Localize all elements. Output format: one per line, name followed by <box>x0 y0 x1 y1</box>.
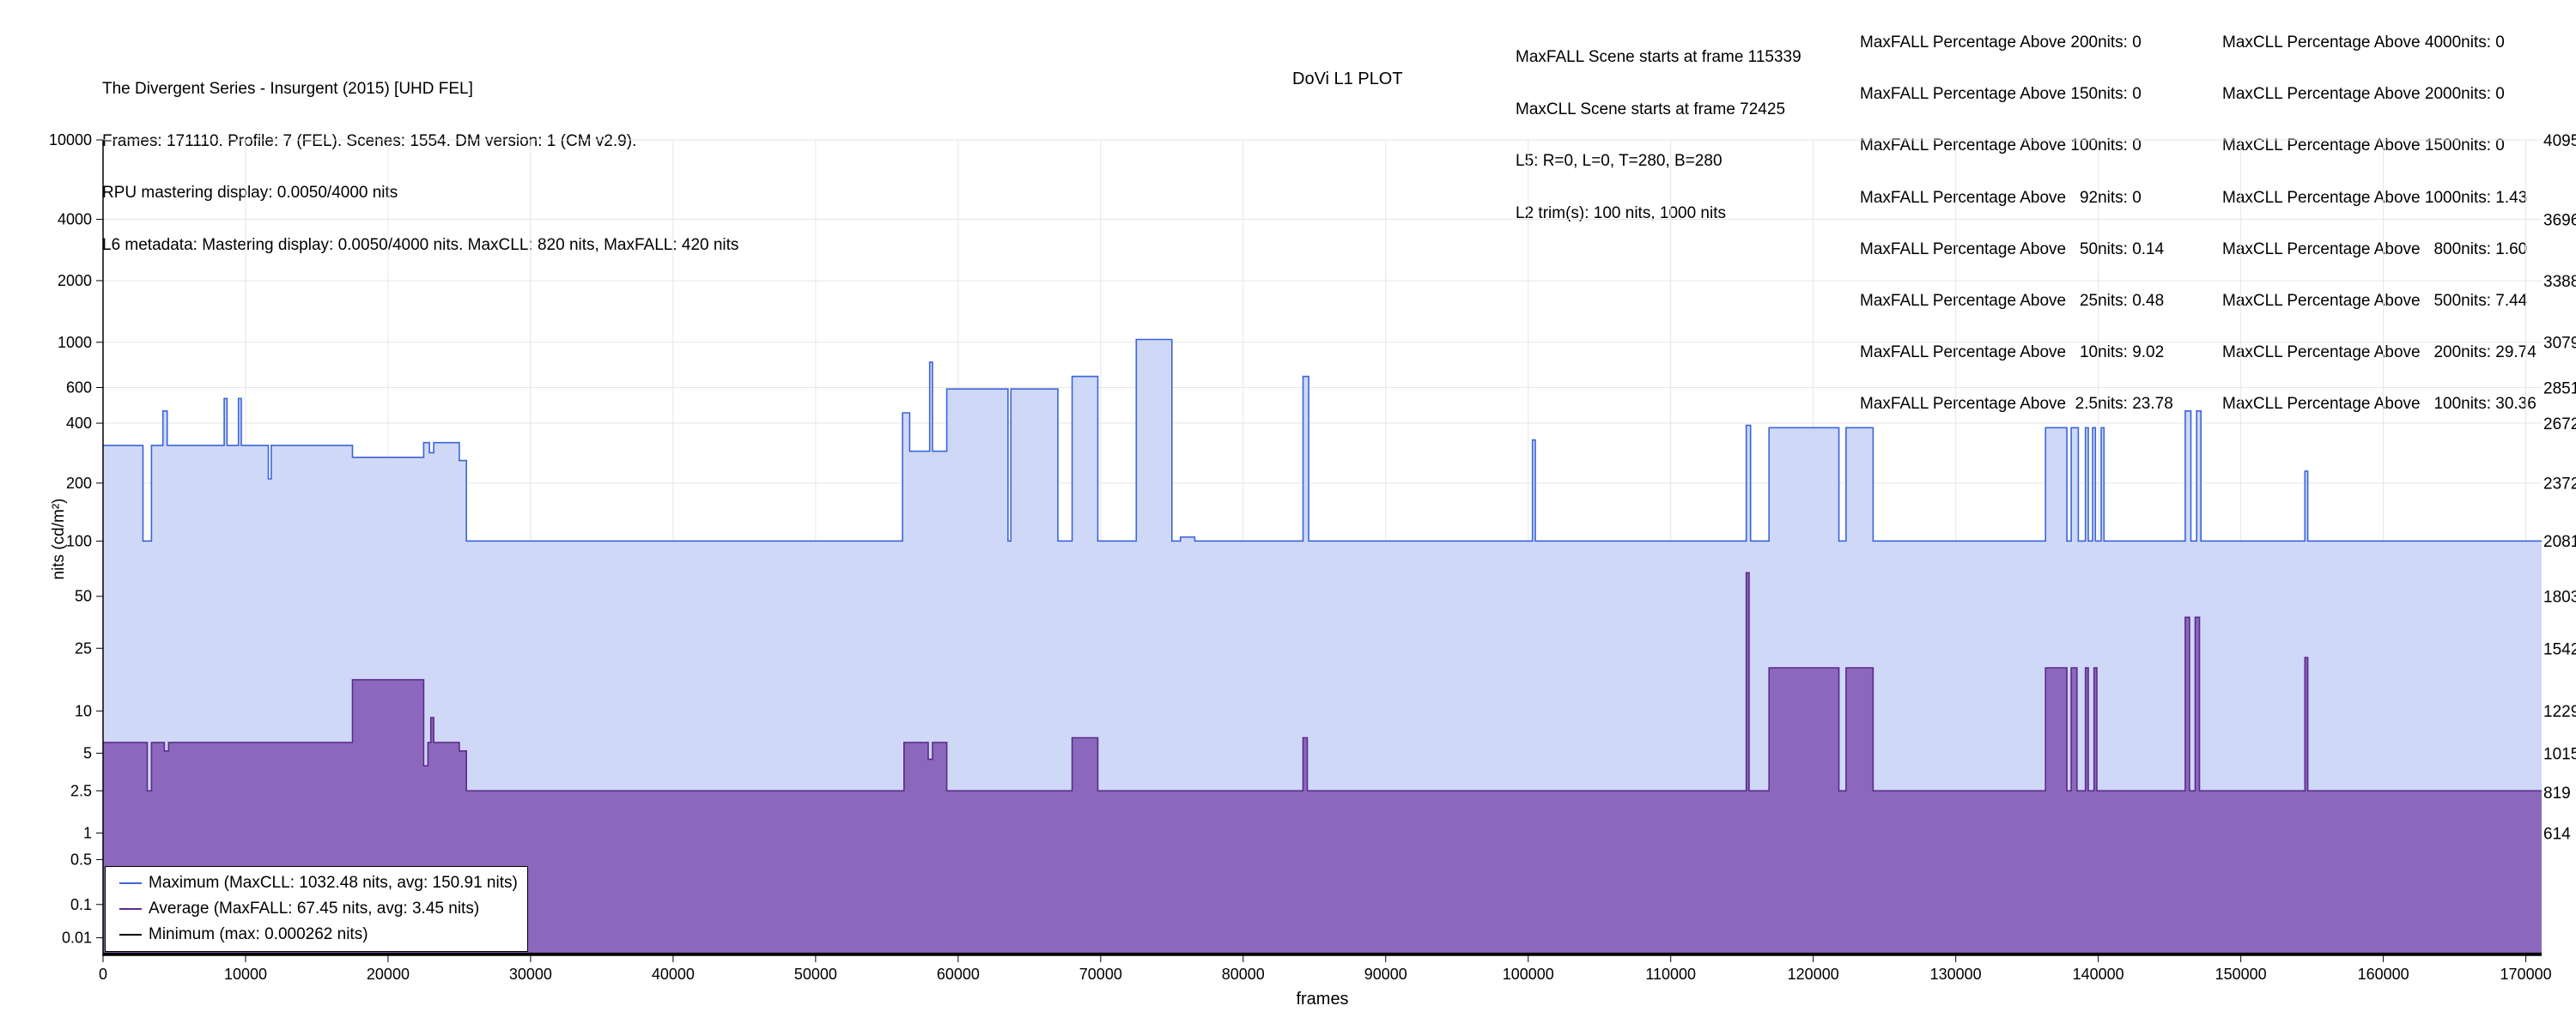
maxcll-pct-line: MaxCLL Percentage Above 2000nits: 0 <box>2222 85 2505 104</box>
maxfall-percentages: MaxFALL Percentage Above 200nits: 0 MaxF… <box>1860 0 2173 431</box>
y-tick-label: 50 <box>75 588 92 605</box>
y-tick-label: 200 <box>66 475 92 492</box>
y-tick-label: 0.1 <box>70 896 92 913</box>
y-tick-label: 100 <box>66 532 92 549</box>
x-tick-label: 20000 <box>367 966 410 983</box>
y-tick-label: 25 <box>75 639 92 657</box>
y-tick-label: 2.5 <box>70 782 92 799</box>
legend-swatch-average <box>119 908 142 910</box>
l2-trims-line: L2 trim(s): 100 nits, 1000 nits <box>1516 203 1726 222</box>
y-tick-label-right: 1542 <box>2543 640 2576 658</box>
y-tick-label-right: 3079 <box>2543 335 2576 353</box>
y-tick-label: 1000 <box>58 334 92 351</box>
header-info: The Divergent Series - Insurgent (2015) … <box>102 46 738 271</box>
y-axis-label: nits (cd/m²) <box>50 499 68 580</box>
maxfall-pct-line: MaxFALL Percentage Above 150nits: 0 <box>1860 85 2142 104</box>
maxfall-pct-line: MaxFALL Percentage Above 50nits: 0.14 <box>1860 239 2165 258</box>
series-line-average <box>103 572 2542 792</box>
maxfall-pct-line: MaxFALL Percentage Above 200nits: 0 <box>1860 33 2142 52</box>
maxcll-pct-line: MaxCLL Percentage Above 800nits: 1.60 <box>2222 239 2528 258</box>
y-tick-label: 10 <box>75 702 92 719</box>
x-tick-label: 90000 <box>1364 966 1407 983</box>
maxfall-pct-line: MaxFALL Percentage Above 25nits: 0.48 <box>1860 291 2165 310</box>
x-tick-label: 60000 <box>937 966 980 983</box>
x-tick-label: 130000 <box>1930 966 1982 983</box>
maxfall-pct-line: MaxFALL Percentage Above 10nits: 9.02 <box>1860 343 2165 362</box>
x-tick-label: 50000 <box>794 966 837 983</box>
series-areas <box>103 338 2542 955</box>
legend-swatch-minimum <box>119 934 142 936</box>
x-tick-label: 70000 <box>1079 966 1122 983</box>
x-tick-label: 140000 <box>2073 966 2124 983</box>
axes <box>102 140 2542 956</box>
legend-label: Average (MaxFALL: 67.45 nits, avg: 3.45 … <box>149 900 480 918</box>
plot-title: DoVi L1 PLOT <box>1292 70 1403 88</box>
scene-info: MaxFALL Scene starts at frame 115339 Max… <box>1516 15 1801 239</box>
maxcll-pct-line: MaxCLL Percentage Above 1500nits: 0 <box>2222 136 2505 155</box>
legend-item-maximum: Maximum (MaxCLL: 1032.48 nits, avg: 150.… <box>119 870 518 896</box>
maxfall-pct-line: MaxFALL Percentage Above 100nits: 0 <box>1860 136 2142 155</box>
legend-label: Maximum (MaxCLL: 1032.48 nits, avg: 150.… <box>149 874 518 892</box>
l5-line: L5: R=0, L=0, T=280, B=280 <box>1516 152 1722 170</box>
maxfall-pct-line: MaxFALL Percentage Above 2.5nits: 23.78 <box>1860 395 2173 414</box>
y-tick-label-right: 1015 <box>2543 746 2576 764</box>
x-tick-label: 40000 <box>652 966 695 983</box>
legend: Maximum (MaxCLL: 1032.48 nits, avg: 150.… <box>105 866 528 952</box>
series-area-average <box>103 573 2542 955</box>
y-tick-label: 0.01 <box>62 930 92 947</box>
y-tick-label-right: 819 <box>2543 785 2571 803</box>
legend-label: Minimum (max: 0.000262 nits) <box>149 925 368 943</box>
x-tick-label: 120000 <box>1788 966 1839 983</box>
legend-item-average: Average (MaxFALL: 67.45 nits, avg: 3.45 … <box>119 896 479 922</box>
x-tick-label: 110000 <box>1645 966 1696 983</box>
frames-line: Frames: 171110. Profile: 7 (FEL). Scenes… <box>102 131 637 150</box>
x-tick-label: 30000 <box>509 966 552 983</box>
maxfall-pct-line: MaxFALL Percentage Above 92nits: 0 <box>1860 188 2142 207</box>
y-tick-label-right: 3388 <box>2543 273 2576 291</box>
maxcll-percentages: MaxCLL Percentage Above 4000nits: 0 MaxC… <box>2222 0 2537 431</box>
y-tick-label: 600 <box>66 379 92 397</box>
y-tick-label: 400 <box>66 415 92 432</box>
maxcll-pct-line: MaxCLL Percentage Above 500nits: 7.44 <box>2222 291 2528 310</box>
y-tick-label-right: 4095 <box>2543 132 2576 150</box>
x-tick-label: 10000 <box>224 966 267 983</box>
x-tick-label: 160000 <box>2358 966 2409 983</box>
y-tick-label-right: 1803 <box>2543 589 2576 607</box>
x-tick-label: 150000 <box>2215 966 2267 983</box>
y-tick-label: 5 <box>83 745 92 762</box>
y-tick-label-right: 2851 <box>2543 380 2576 398</box>
series-line-maximum <box>103 338 2542 542</box>
rpu-line: RPU mastering display: 0.0050/4000 nits <box>102 184 398 202</box>
y-tick-label-right: 1229 <box>2543 703 2576 721</box>
y-axis-ticks-left: 0.01 0.1 0.5 1 2.5 5 10 25 50 100 200 400 600 1000 200… <box>49 131 103 947</box>
x-tick-label: 100000 <box>1503 966 1554 983</box>
maxfall-scene-line: MaxFALL Scene starts at frame 115339 <box>1516 48 1801 66</box>
y-tick-label-right: 614 <box>2543 826 2571 844</box>
y-tick-label: 2000 <box>58 272 92 289</box>
maxcll-pct-line: MaxCLL Percentage Above 100nits: 30.36 <box>2222 395 2537 414</box>
legend-swatch-maximum <box>119 882 142 884</box>
y-tick-label: 1 <box>83 825 92 842</box>
y-tick-label-right: 2672 <box>2543 415 2576 433</box>
y-tick-label-right: 2372 <box>2543 476 2576 494</box>
y-tick-label: 4000 <box>58 211 92 228</box>
x-axis-ticks: 0 10000 20000 30000 40000 50000 60000 70000 8000… <box>99 955 2552 983</box>
l6-line: L6 metadata: Mastering display: 0.0050/4… <box>102 235 739 254</box>
maxcll-pct-line: MaxCLL Percentage Above 4000nits: 0 <box>2222 33 2505 52</box>
x-tick-label: 170000 <box>2500 966 2552 983</box>
maxcll-scene-line: MaxCLL Scene starts at frame 72425 <box>1516 100 1786 118</box>
maxcll-pct-line: MaxCLL Percentage Above 200nits: 29.74 <box>2222 343 2537 362</box>
y-tick-label-right: 3696 <box>2543 212 2576 230</box>
y-tick-label: 10000 <box>49 131 92 148</box>
y-tick-label-right: 2081 <box>2543 533 2576 551</box>
maxcll-pct-line: MaxCLL Percentage Above 1000nits: 1.43 <box>2222 188 2528 207</box>
title-line: The Divergent Series - Insurgent (2015) … <box>102 80 473 98</box>
x-tick-label: 0 <box>99 966 107 983</box>
legend-item-minimum: Minimum (max: 0.000262 nits) <box>119 922 368 948</box>
y-tick-label: 0.5 <box>70 851 92 868</box>
y-axis-ticks-right: 614 819 1015 1229 1542 1803 2081 2372 2672 2851 30… <box>2543 132 2576 844</box>
x-tick-label: 80000 <box>1222 966 1265 983</box>
x-axis-label: frames <box>1296 990 1348 1009</box>
